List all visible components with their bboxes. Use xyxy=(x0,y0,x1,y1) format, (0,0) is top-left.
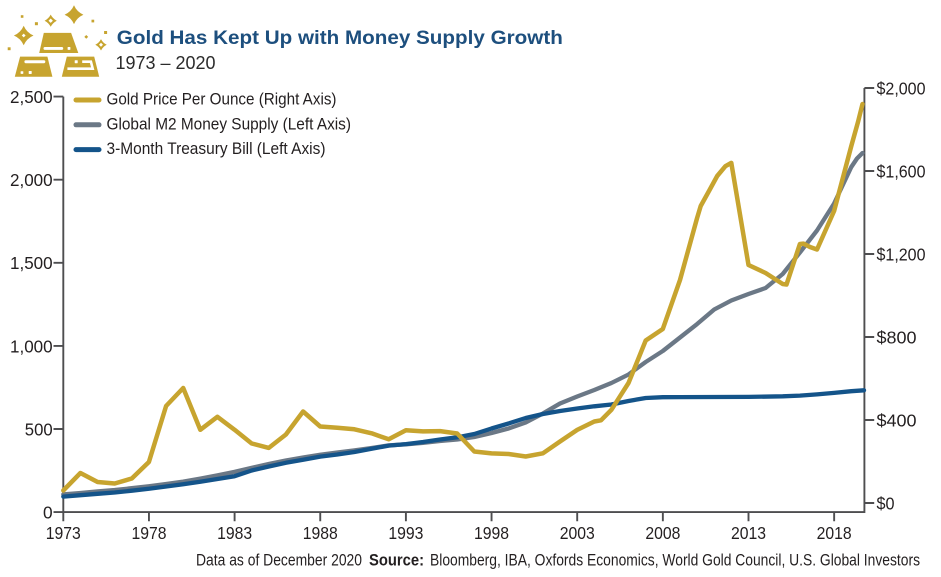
svg-text:$400: $400 xyxy=(877,410,917,430)
svg-text:2,000: 2,000 xyxy=(10,170,53,190)
svg-text:1983: 1983 xyxy=(217,523,252,543)
svg-text:1,000: 1,000 xyxy=(10,336,53,356)
svg-text:2008: 2008 xyxy=(645,523,680,543)
svg-text:Source:: Source: xyxy=(369,551,424,570)
svg-text:2,500: 2,500 xyxy=(10,87,53,107)
svg-text:$2,000: $2,000 xyxy=(877,78,926,98)
svg-text:0: 0 xyxy=(43,503,53,523)
svg-text:Data as of December 2020: Data as of December 2020 xyxy=(196,551,362,570)
svg-text:$1,200: $1,200 xyxy=(877,244,926,264)
svg-text:1,500: 1,500 xyxy=(10,253,53,273)
svg-text:3-Month Treasury Bill (Left Ax: 3-Month Treasury Bill (Left Axis) xyxy=(107,140,326,158)
svg-text:$1,600: $1,600 xyxy=(877,161,926,181)
svg-text:2013: 2013 xyxy=(731,523,766,543)
svg-text:$0: $0 xyxy=(877,493,895,513)
svg-text:1998: 1998 xyxy=(474,523,509,543)
svg-text:500: 500 xyxy=(25,419,53,439)
svg-text:Gold Has Kept Up with Money Su: Gold Has Kept Up with Money Supply Growt… xyxy=(117,27,563,49)
svg-text:Bloomberg, IBA, Oxfords Econom: Bloomberg, IBA, Oxfords Economics, World… xyxy=(430,551,920,570)
svg-text:2003: 2003 xyxy=(560,523,595,543)
svg-text:1973: 1973 xyxy=(46,523,81,543)
svg-text:1973 – 2020: 1973 – 2020 xyxy=(116,53,216,73)
svg-text:1978: 1978 xyxy=(131,523,166,543)
svg-text:Global M2 Money Supply (Left A: Global M2 Money Supply (Left Axis) xyxy=(107,115,352,133)
svg-text:2018: 2018 xyxy=(817,523,852,543)
svg-text:Gold Price Per Ounce (Right Ax: Gold Price Per Ounce (Right Axis) xyxy=(107,91,337,109)
svg-text:$800: $800 xyxy=(877,327,917,347)
svg-text:1988: 1988 xyxy=(303,523,338,543)
svg-text:1993: 1993 xyxy=(388,523,423,543)
